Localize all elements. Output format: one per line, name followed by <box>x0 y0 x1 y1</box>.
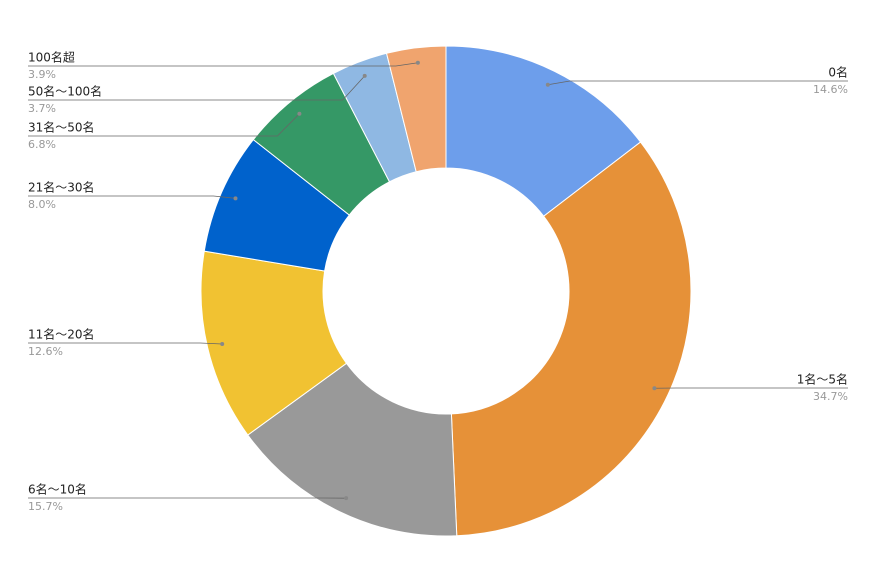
slice-label: 31名～50名 <box>28 120 95 135</box>
slice-value-label: 15.7% <box>28 500 63 513</box>
leader-dot <box>233 196 238 201</box>
slice-label: 100名超 <box>28 50 75 65</box>
leader-line <box>28 113 300 137</box>
slice <box>385 45 447 173</box>
slice-value-label: 3.7% <box>28 102 56 115</box>
slice-value-label: 3.9% <box>28 68 56 81</box>
slice-label: 1名～5名 <box>797 372 848 387</box>
leader-dot <box>415 60 420 65</box>
slice-value-label: 8.0% <box>28 198 56 211</box>
slice-label: 21名～30名 <box>28 180 95 195</box>
leader-line <box>28 75 365 101</box>
leader-dot <box>362 73 367 78</box>
slice-label: 6名～10名 <box>28 482 87 497</box>
slice-value-label: 12.6% <box>28 345 63 358</box>
leader-dot <box>220 341 225 346</box>
slice-value-label: 14.6% <box>813 83 848 96</box>
slice-value-label: 34.7% <box>813 390 848 403</box>
leader-line <box>28 342 223 345</box>
slice-label: 11名～20名 <box>28 327 95 342</box>
slice-label: 50名～100名 <box>28 84 102 99</box>
slice <box>445 45 642 217</box>
slice <box>247 362 458 537</box>
slice-label: 0名 <box>828 65 848 80</box>
leader-dot <box>652 386 657 391</box>
leader-line <box>28 195 236 199</box>
leader-dot <box>344 496 349 501</box>
leader-line <box>547 80 848 86</box>
leader-dot <box>297 111 302 116</box>
slice <box>450 141 692 537</box>
leader-dot <box>545 82 550 87</box>
leader-line <box>28 62 418 67</box>
slice-value-label: 6.8% <box>28 138 56 151</box>
